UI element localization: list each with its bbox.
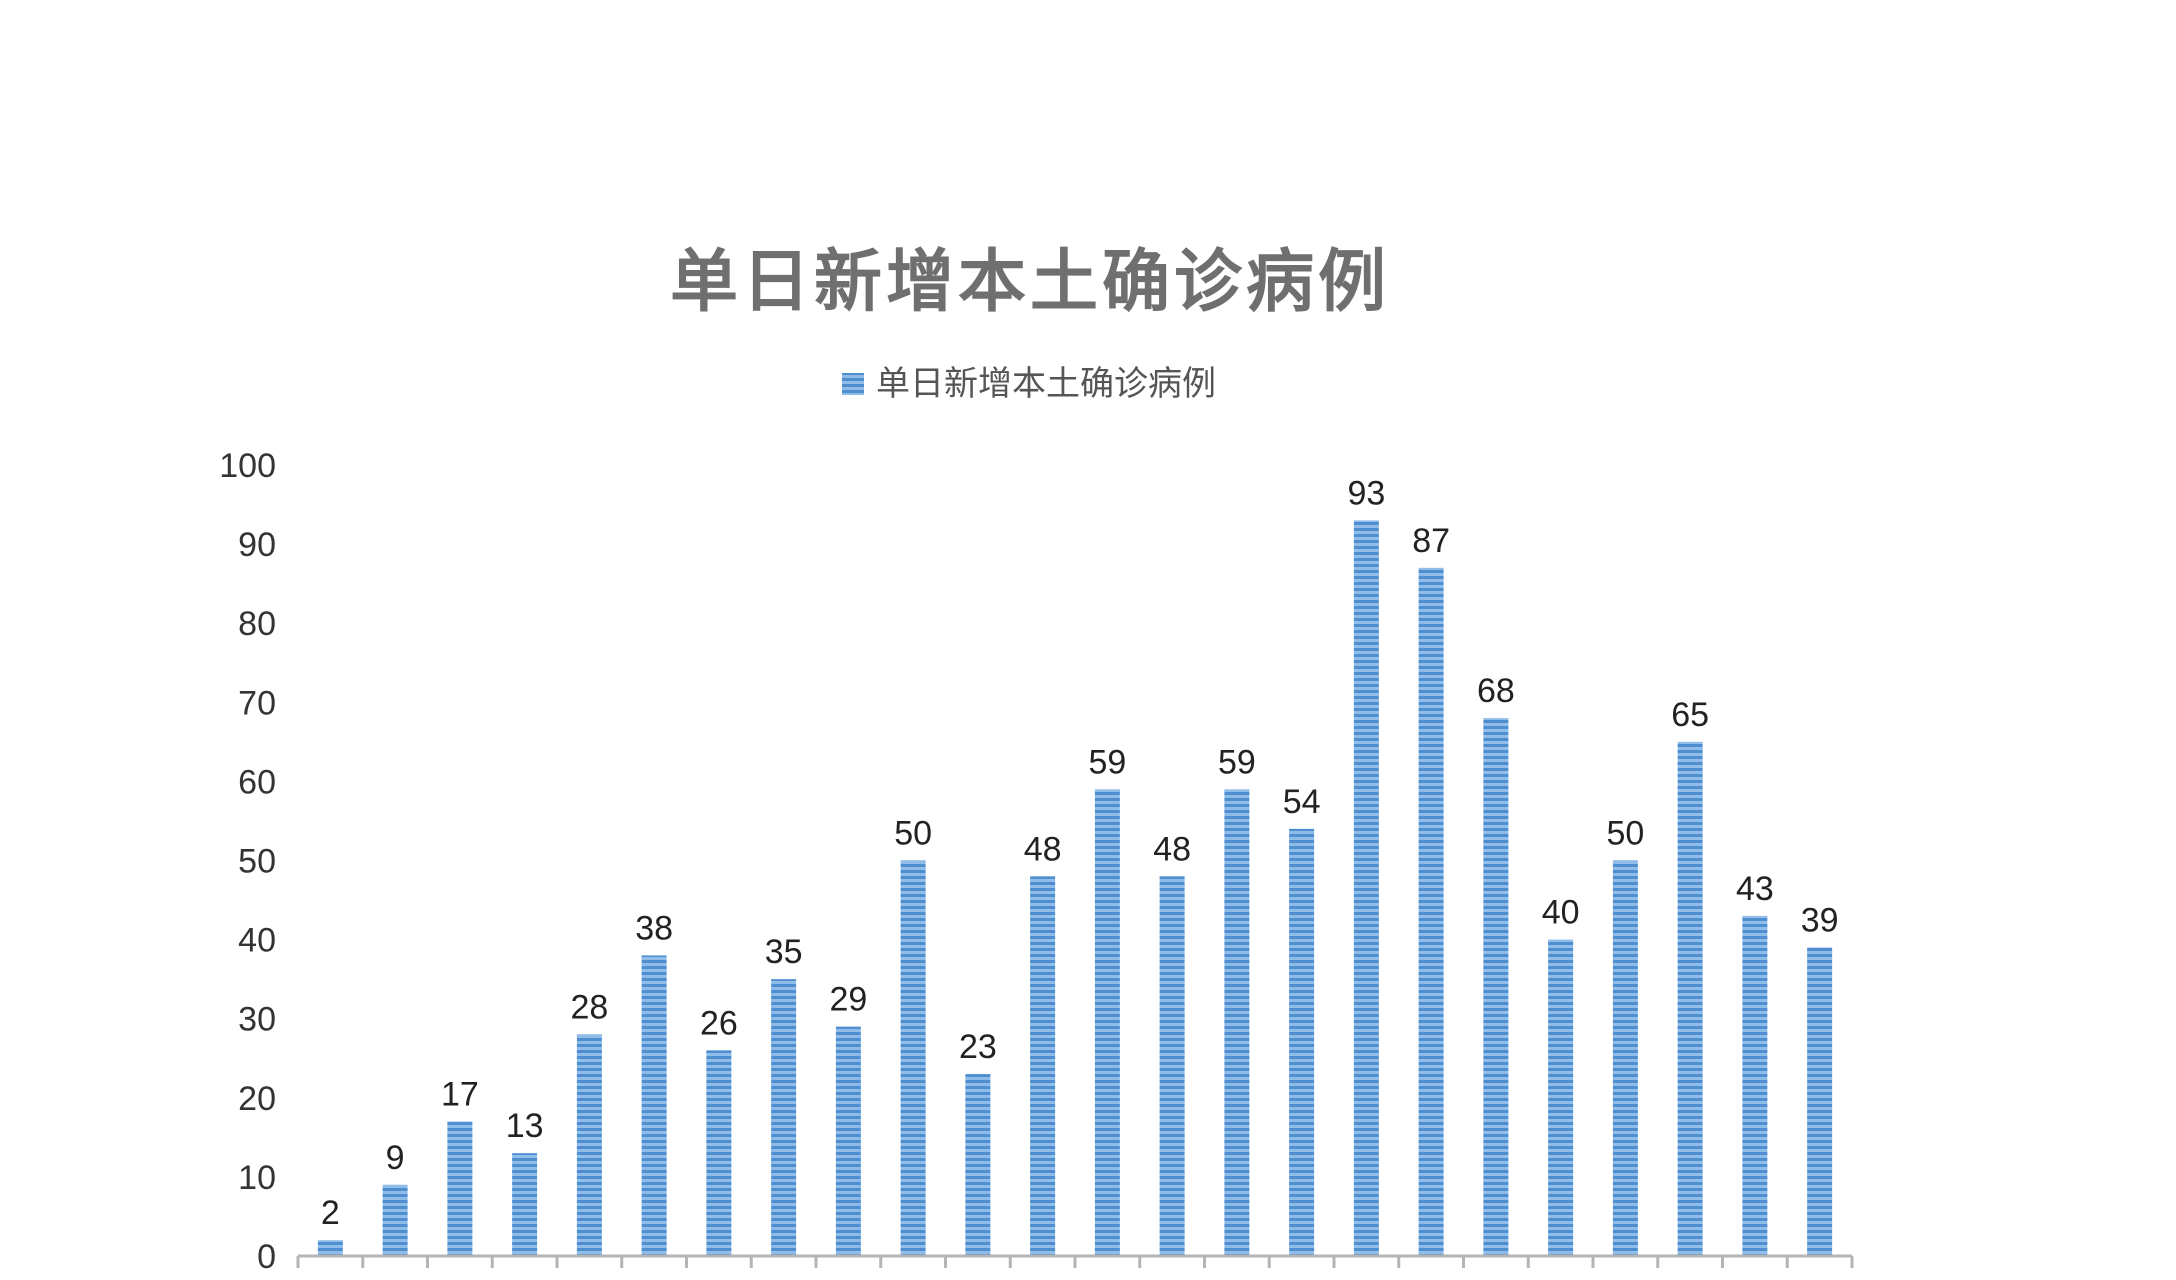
bar (1807, 947, 1833, 1256)
data-label: 50 (1606, 815, 1644, 853)
y-tick-label: 80 (238, 605, 276, 643)
data-label: 9 (386, 1139, 405, 1177)
data-label: 28 (570, 989, 608, 1027)
y-tick-label: 70 (238, 684, 276, 722)
bar (382, 1184, 408, 1256)
data-label: 2 (321, 1194, 340, 1232)
bars (317, 520, 1833, 1256)
bar (1224, 789, 1250, 1256)
bar (900, 860, 926, 1256)
y-tick-label: 30 (238, 1001, 276, 1039)
bar (1289, 828, 1315, 1256)
bar (576, 1034, 602, 1256)
y-axis: 0 10 20 30 40 50 60 70 80 90 100 (219, 447, 276, 1276)
data-label: 26 (700, 1004, 738, 1042)
data-label: 93 (1347, 474, 1385, 512)
bar (965, 1074, 991, 1256)
bar (1548, 939, 1574, 1256)
data-labels: 2917132838263529502348594859549387684050… (321, 474, 1839, 1232)
bar (1094, 789, 1120, 1256)
chart-title: 单日新增本土确诊病例 (670, 242, 1390, 322)
y-tick-label: 60 (238, 763, 276, 801)
bar (706, 1050, 732, 1256)
bar (1418, 567, 1444, 1256)
data-label: 59 (1218, 743, 1256, 781)
data-label: 65 (1671, 696, 1709, 734)
bar (641, 955, 667, 1256)
data-label: 43 (1736, 870, 1774, 908)
bar (1353, 520, 1379, 1256)
data-label: 39 (1801, 902, 1839, 940)
data-label: 50 (894, 815, 932, 853)
bar (1159, 876, 1185, 1256)
data-label: 48 (1024, 830, 1062, 868)
bar (317, 1240, 343, 1256)
y-tick-label: 20 (238, 1080, 276, 1118)
bar (1030, 876, 1056, 1256)
data-label: 29 (829, 981, 867, 1019)
legend: 单日新增本土确诊病例 (842, 364, 1216, 404)
data-label: 38 (635, 909, 673, 947)
data-label: 23 (959, 1028, 997, 1066)
data-label: 54 (1283, 783, 1321, 821)
bar (835, 1026, 861, 1256)
legend-swatch (842, 373, 864, 395)
bar (512, 1153, 538, 1256)
x-axis (296, 1254, 1854, 1268)
legend-label: 单日新增本土确诊病例 (876, 364, 1216, 404)
bar (1612, 860, 1638, 1256)
y-tick-label: 90 (238, 526, 276, 564)
data-label: 48 (1153, 830, 1191, 868)
y-tick-label: 100 (219, 447, 276, 485)
y-tick-label: 0 (257, 1238, 276, 1276)
data-label: 68 (1477, 672, 1515, 710)
data-label: 40 (1542, 894, 1580, 932)
data-label: 17 (441, 1076, 479, 1114)
y-tick-label: 10 (238, 1159, 276, 1197)
bar (447, 1121, 473, 1256)
data-label: 59 (1088, 743, 1126, 781)
data-label: 87 (1412, 522, 1450, 560)
bar (1742, 915, 1768, 1256)
bar (771, 979, 797, 1256)
y-tick-label: 50 (238, 843, 276, 881)
data-label: 13 (506, 1107, 544, 1145)
data-label: 35 (765, 933, 803, 971)
bar (1483, 718, 1509, 1256)
y-tick-label: 40 (238, 922, 276, 960)
bar (1677, 741, 1703, 1256)
